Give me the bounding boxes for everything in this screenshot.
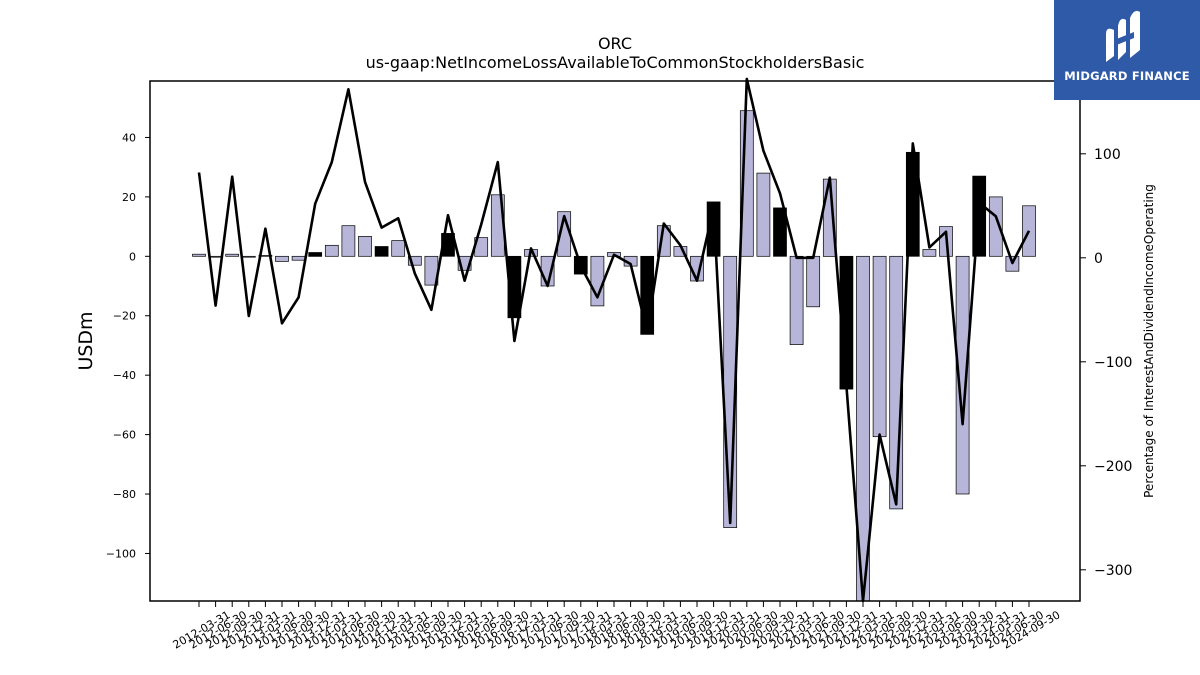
bar-2012-09-30 — [225, 253, 240, 257]
bar-2022-06-30 — [872, 255, 887, 438]
y-tick-label: −40 — [113, 369, 136, 382]
percentage-line — [197, 77, 1031, 603]
y-right-tick-label: 100 — [1094, 147, 1121, 163]
y-tick-label: 20 — [122, 191, 136, 204]
y-tick-label: −80 — [113, 488, 136, 501]
bar-2013-09-30 — [291, 255, 306, 261]
y-right-tick-label: −100 — [1094, 355, 1132, 371]
bar-2015-03-31 — [391, 240, 406, 257]
chart-subtitle: us-gaap:NetIncomeLossAvailableToCommonSt… — [366, 53, 865, 72]
y-tick-label: −60 — [113, 429, 136, 442]
y-axis-label: USDm — [75, 311, 97, 370]
y-right-tick-label: −300 — [1094, 563, 1132, 579]
midgard-finance-logo: MIDGARD FINANCE — [1054, 0, 1200, 100]
bar-2014-12-31 — [374, 246, 389, 257]
bar-2023-09-30 — [955, 255, 970, 495]
y-tick-label: 40 — [122, 131, 136, 144]
bar-2014-09-30 — [358, 236, 372, 257]
bar-2012-03-31 — [192, 253, 206, 257]
bar-2015-06-30 — [407, 255, 422, 266]
bar-2013-03-31 — [258, 255, 273, 257]
bar-2021-06-30 — [806, 255, 821, 308]
bar-2013-06-30 — [275, 255, 289, 262]
bar-2014-03-31 — [324, 244, 339, 257]
bar-2012-12-31 — [241, 255, 256, 258]
bar-2013-12-31 — [308, 252, 323, 257]
bar-2020-09-30 — [756, 172, 771, 257]
chart-title: ORC — [598, 34, 632, 53]
y-tick-label: −100 — [106, 547, 136, 560]
logo-text: MIDGARD FINANCE — [1064, 69, 1190, 83]
y-right-tick-label: −200 — [1094, 459, 1132, 475]
y-right-tick-label: 0 — [1094, 251, 1103, 267]
plot-frame — [149, 80, 1081, 602]
bar-2021-03-31 — [789, 255, 804, 345]
y-axis-right-label: Percentage of InterestAndDividendIncomeO… — [1142, 184, 1156, 498]
y-tick-label: 0 — [129, 250, 136, 263]
bar-2024-03-31 — [988, 196, 1003, 257]
bar-2012-06-30 — [208, 255, 223, 258]
bar-2014-06-30 — [341, 225, 356, 257]
bar-2020-12-31 — [773, 207, 787, 257]
bar-2023-03-31 — [922, 249, 937, 257]
y-tick-label: −20 — [113, 310, 136, 323]
logo-mark-icon — [1054, 0, 1200, 100]
